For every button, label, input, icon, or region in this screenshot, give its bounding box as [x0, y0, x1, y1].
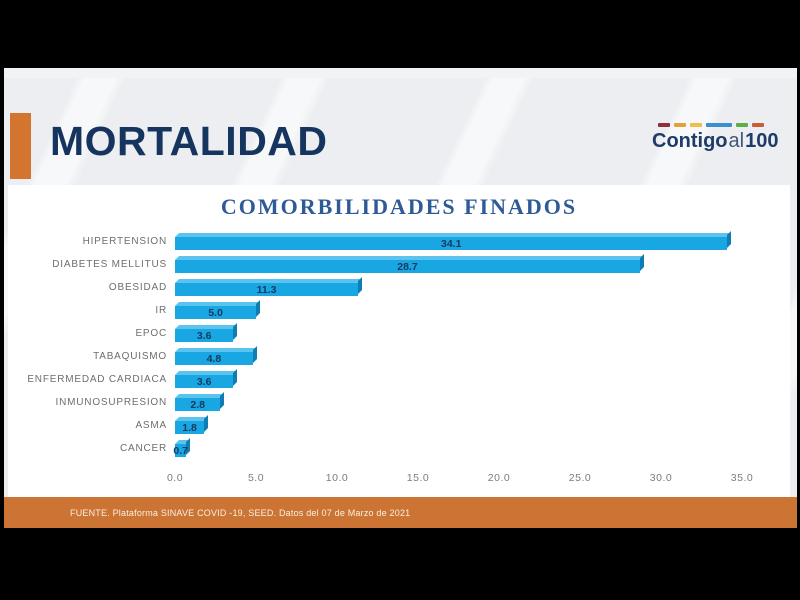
bar-track: 0.7	[173, 437, 742, 460]
x-axis: 0.0 5.0 10.0 15.0 20.0 25.0 30.0 35.0	[167, 472, 753, 486]
bar-track: 3.6	[175, 322, 742, 345]
bar-value-label: 3.6	[196, 375, 212, 388]
bar: 2.8	[175, 398, 221, 411]
chart-row: CANCER 0.7	[8, 437, 742, 460]
bar: 3.6	[175, 329, 234, 342]
bar-value-label: 11.3	[256, 283, 277, 296]
chart-row: ASMA 1.8	[8, 414, 742, 437]
bar-track: 4.8	[175, 345, 742, 368]
x-axis-tick-label: 10.0	[325, 472, 349, 484]
category-label: DIABETES MELLITUS	[52, 259, 167, 270]
bar-track: 28.7	[175, 253, 742, 276]
logo-color-dashes	[658, 123, 764, 127]
bar: 28.7	[175, 260, 640, 273]
logo-dash	[752, 123, 764, 127]
bar: 5.0	[175, 306, 256, 319]
bar-value-label: 5.0	[208, 306, 223, 319]
x-axis-tick-label: 25.0	[568, 472, 592, 484]
x-axis-tick-label: 0.0	[166, 472, 184, 484]
category-label: OBESIDAD	[108, 282, 167, 293]
bar: 1.8	[175, 421, 205, 434]
logo-dash	[689, 123, 702, 127]
bar-value-label: 28.7	[397, 260, 418, 273]
chart-row: DIABETES MELLITUS 28.7	[8, 253, 742, 276]
chart-row: OBESIDAD 11.3	[8, 276, 742, 299]
category-label: ASMA	[135, 420, 167, 431]
logo-dash	[673, 123, 686, 127]
category-label: IR	[155, 305, 167, 316]
chart-row: TABAQUISMO 4.8	[8, 345, 742, 368]
x-axis-tick-label: 5.0	[247, 472, 265, 484]
logo-dash	[736, 123, 749, 127]
bar-value-label: 4.8	[206, 352, 222, 365]
contigo-al-100-logo: Contigoal100	[652, 123, 778, 153]
x-axis-tick-label: 30.0	[649, 472, 673, 484]
orange-accent-rect	[10, 113, 31, 179]
bar-track: 3.6	[175, 368, 742, 391]
bar-track: 34.1	[175, 230, 742, 253]
bar: 11.3	[175, 283, 359, 296]
logo-text: Contigoal100	[652, 130, 778, 153]
slide: MORTALIDAD Contigoal100 COMORBILIDADES F…	[4, 68, 797, 528]
logo-dash	[658, 123, 670, 127]
bar-value-label: 0.7	[173, 444, 188, 457]
logo-text-100: 100	[745, 130, 779, 152]
source-note: FUENTE. Plataforma SINAVE COVID -19, SEE…	[70, 507, 411, 518]
category-label: CANCER	[119, 443, 167, 454]
x-axis-tick-label: 35.0	[730, 472, 754, 484]
bar: 3.6	[175, 375, 234, 388]
bar-track: 11.3	[175, 276, 742, 299]
chart-row: IR 5.0	[8, 299, 742, 322]
category-label: HIPERTENSION	[82, 236, 167, 247]
chart-row: HIPERTENSION 34.1	[8, 230, 742, 253]
bar-value-label: 34.1	[440, 237, 462, 250]
page-title: MORTALIDAD	[50, 118, 328, 164]
x-axis-tick-label: 15.0	[406, 472, 430, 484]
bar: 34.1	[175, 237, 728, 250]
bar: 0.7	[173, 444, 188, 457]
chart-row: EPOC 3.6	[8, 322, 742, 345]
category-label: EPOC	[135, 328, 167, 339]
category-label: TABAQUISMO	[93, 351, 167, 362]
bar-track: 2.8	[175, 391, 742, 414]
chart-title: COMORBILIDADES FINADOS	[220, 194, 578, 219]
bar-value-label: 1.8	[182, 421, 197, 434]
bar-chart: HIPERTENSION 34.1 DIABETES MELLITUS 28.7 OBE…	[8, 230, 742, 460]
logo-text-contigo: Contigo	[652, 130, 728, 152]
category-label: INMUNOSUPRESION	[55, 397, 167, 408]
bar-value-label: 2.8	[190, 398, 205, 411]
logo-text-al: al	[728, 130, 745, 152]
category-label: ENFERMEDAD CARDIACA	[27, 374, 167, 385]
bar-track: 5.0	[175, 299, 742, 322]
chart-row: INMUNOSUPRESION 2.8	[8, 391, 742, 414]
footer-bar: FUENTE. Plataforma SINAVE COVID -19, SEE…	[4, 497, 797, 528]
bar: 4.8	[175, 352, 253, 365]
chart-row: ENFERMEDAD CARDIACA 3.6	[8, 368, 742, 391]
x-axis-tick-label: 20.0	[487, 472, 511, 484]
logo-dash	[705, 123, 733, 127]
bar-value-label: 3.6	[196, 329, 212, 342]
bar-track: 1.8	[175, 414, 742, 437]
chart-panel: COMORBILIDADES FINADOS HIPERTENSION 34.1 D…	[8, 185, 790, 497]
